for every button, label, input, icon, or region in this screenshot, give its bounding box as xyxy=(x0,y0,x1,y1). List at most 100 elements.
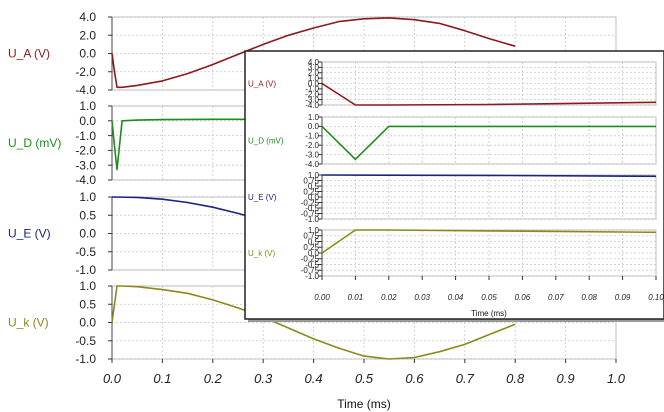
y-tick-label: 0.5 xyxy=(79,208,96,222)
series-label: U_k (V) xyxy=(8,316,49,330)
y-tick-label: 0.0 xyxy=(79,227,96,241)
y-tick-label: -1.0 xyxy=(305,215,319,224)
x-axis-label: Time (ms) xyxy=(337,397,391,411)
y-tick-label: -1.0 xyxy=(305,85,319,94)
y-tick-label: -2.0 xyxy=(75,144,96,158)
series-label: U_E (V) xyxy=(8,227,51,241)
plot-area xyxy=(321,229,657,277)
x-tick-label: 0.9 xyxy=(557,371,575,386)
x-tick-label: 0.04 xyxy=(448,293,464,302)
y-tick-label: -3.0 xyxy=(305,95,319,104)
y-tick-label: 0.0 xyxy=(308,249,320,258)
y-tick-label: -1.0 xyxy=(305,272,319,281)
y-tick-label: 1.0 xyxy=(308,226,320,235)
x-axis-label: Time (ms) xyxy=(471,309,507,318)
y-tick-label: 0.0 xyxy=(79,316,96,330)
y-tick-label: 1.0 xyxy=(79,279,96,293)
y-tick-label: -4.0 xyxy=(305,160,319,169)
y-tick-label: 0.5 xyxy=(79,297,96,311)
y-tick-label: -4.0 xyxy=(305,101,319,110)
series-label: U_A (V) xyxy=(8,47,50,61)
series-line xyxy=(321,125,656,161)
y-tick-label: 1.0 xyxy=(308,113,320,122)
panel-ukv: 1.00.750.50.250.0-0.25-0.5-0.75-1.0 U_k (… xyxy=(248,226,657,281)
y-tick-label: 1.0 xyxy=(79,190,96,204)
series-label: U_k (V) xyxy=(248,249,275,258)
y-tick-label: -0.75 xyxy=(301,266,320,275)
y-tick-label: -4.0 xyxy=(75,83,96,97)
x-tick-label: 0.00 xyxy=(314,293,330,302)
y-tick-label: -2.0 xyxy=(305,90,319,99)
panel-uev: 1.00.750.50.250.0-0.25-0.5-0.75-1.0 U_E (… xyxy=(248,171,657,224)
x-tick-label: 0.2 xyxy=(204,371,223,386)
y-tick-label: 0.0 xyxy=(308,122,320,131)
y-tick-label: 0.5 xyxy=(308,237,320,246)
inset-zoom-chart: 4.03.02.01.00.0-1.0-2.0-3.0-4.0U_A (V)1.… xyxy=(244,50,664,322)
y-tick-label: 1.0 xyxy=(79,99,96,113)
y-tick-label: 4.0 xyxy=(79,10,96,24)
y-tick-label: -1.0 xyxy=(75,129,96,143)
x-tick-label: 0.10 xyxy=(648,293,664,302)
y-tick-label: -0.5 xyxy=(75,245,96,259)
y-tick-label: 0.0 xyxy=(308,79,320,88)
y-tick-label: -0.5 xyxy=(305,204,319,213)
y-tick-label: -0.75 xyxy=(301,209,320,218)
panel-udmv: 1.00.0-1.0-2.0-3.0-4.0 U_D (mV) xyxy=(248,113,657,169)
x-tick-label: 0.1 xyxy=(153,371,171,386)
y-tick-label: -0.25 xyxy=(301,198,320,207)
y-tick-label: 1.0 xyxy=(308,171,320,180)
x-tick-label: 0.0 xyxy=(103,371,122,386)
y-tick-label: 0.0 xyxy=(79,47,96,61)
series-label: U_D (mV) xyxy=(8,136,61,150)
x-tick-label: 1.0 xyxy=(607,371,626,386)
y-tick-label: -0.5 xyxy=(75,334,96,348)
y-tick-label: -3.0 xyxy=(305,150,319,159)
series-line xyxy=(111,285,516,360)
y-tick-label: 0.25 xyxy=(303,187,319,196)
series-label: U_A (V) xyxy=(248,79,276,88)
x-tick-label: 0.03 xyxy=(414,293,430,302)
x-tick-label: 0.09 xyxy=(615,293,631,302)
y-tick-label: -0.25 xyxy=(301,255,320,264)
y-tick-label: 0.75 xyxy=(303,176,319,185)
panel-uav: 4.03.02.01.00.0-1.0-2.0-3.0-4.0 U_A (V) xyxy=(248,58,657,110)
y-tick-label: 0.25 xyxy=(303,243,319,252)
y-tick-label: 0.5 xyxy=(308,182,320,191)
y-tick-label: -1.0 xyxy=(75,263,96,277)
x-tick-label: 0.02 xyxy=(381,293,397,302)
x-tick-label: 0.8 xyxy=(506,371,525,386)
y-tick-label: 0.0 xyxy=(79,114,96,128)
y-tick-label: -3.0 xyxy=(75,158,96,172)
series-label: U_E (V) xyxy=(248,193,277,202)
y-tick-label: -2.0 xyxy=(305,141,319,150)
y-tick-label: 0.0 xyxy=(308,193,320,202)
x-tick-label: 0.3 xyxy=(254,371,273,386)
x-tick-label: 0.7 xyxy=(456,371,475,386)
x-tick-label: 0.06 xyxy=(515,293,531,302)
y-tick-label: 1.0 xyxy=(308,74,320,83)
y-tick-label: -1.0 xyxy=(75,352,96,366)
x-tick-label: 0.6 xyxy=(405,371,424,386)
y-tick-label: -4.0 xyxy=(75,173,96,187)
y-tick-label: 0.75 xyxy=(303,232,319,241)
series-line xyxy=(111,17,516,89)
x-tick-label: 0.5 xyxy=(355,371,374,386)
y-tick-label: -1.0 xyxy=(305,132,319,141)
y-tick-label: 4.0 xyxy=(308,58,320,67)
series-line xyxy=(321,82,657,106)
x-tick-label: 0.05 xyxy=(481,293,497,302)
x-tick-label: 0.07 xyxy=(548,293,564,302)
x-tick-label: 0.08 xyxy=(581,293,597,302)
plot-area xyxy=(321,116,657,165)
y-tick-label: -0.5 xyxy=(305,260,319,269)
y-tick-label: 2.0 xyxy=(308,69,320,78)
series-label: U_D (mV) xyxy=(248,136,284,145)
x-tick-label: 0.01 xyxy=(348,293,364,302)
y-tick-label: -2.0 xyxy=(75,65,96,79)
y-tick-label: 3.0 xyxy=(308,63,320,72)
y-tick-label: 2.0 xyxy=(79,28,96,42)
x-tick-label: 0.4 xyxy=(305,371,323,386)
series-line xyxy=(321,174,657,178)
series-line xyxy=(321,229,657,254)
